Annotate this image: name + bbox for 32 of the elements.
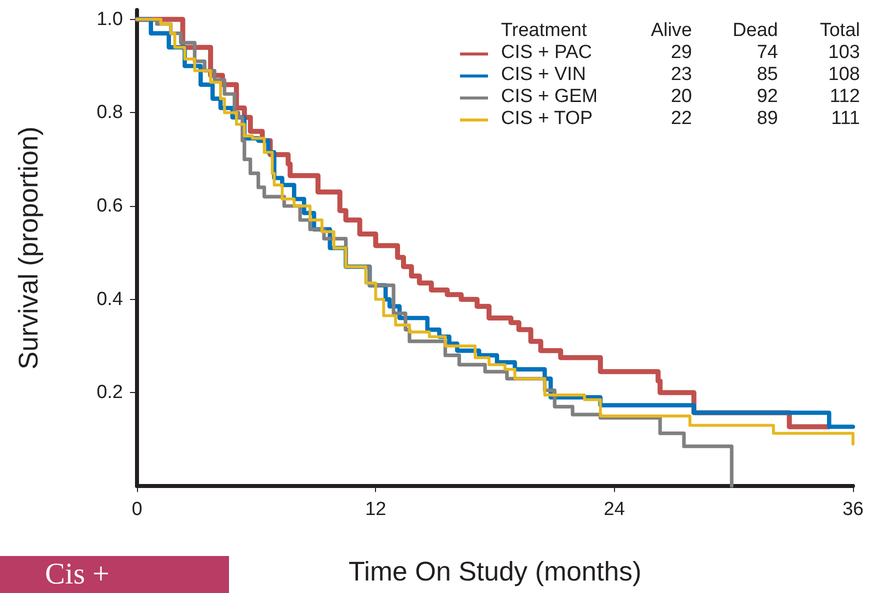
annotation: 29	[670, 42, 692, 63]
y-tick-label: 1.0	[96, 8, 123, 30]
x-tick-label: 24	[604, 499, 626, 520]
legend-label: CIS + GEM	[501, 86, 598, 107]
annotation: 85	[756, 64, 778, 85]
x-tick-label: 36	[842, 499, 864, 520]
annotation: Dead	[732, 20, 778, 41]
x-axis-title: Time On Study (months)	[348, 556, 642, 586]
annotation: 111	[831, 108, 860, 129]
annotation: Total	[820, 20, 860, 41]
legend-label: CIS + TOP	[501, 108, 593, 129]
annotation: 112	[830, 86, 860, 107]
annotation: 92	[756, 86, 778, 107]
annotation: 22	[670, 108, 692, 129]
annotation: 23	[670, 64, 692, 85]
y-axis-title: Survival (proportion)	[14, 126, 44, 370]
annotation: 74	[756, 42, 778, 63]
annotation: 103	[828, 42, 860, 63]
legend-label: CIS + PAC	[501, 42, 592, 63]
y-tick-label: 0.6	[96, 196, 123, 216]
annotation: 108	[828, 64, 860, 85]
y-tick-label: 0.2	[96, 382, 123, 404]
annotation: Alive	[650, 20, 692, 41]
y-tick-label: 0.4	[96, 288, 124, 310]
annotation: 89	[756, 108, 778, 129]
text: Cis +	[45, 558, 110, 590]
annotation: 20	[670, 86, 692, 107]
y-tick-label: 0.8	[96, 102, 123, 124]
legend-label: CIS + VIN	[501, 64, 586, 85]
x-tick-label: 0	[132, 499, 142, 520]
legend-title: Treatment	[501, 20, 588, 41]
x-tick-label: 12	[365, 499, 386, 520]
